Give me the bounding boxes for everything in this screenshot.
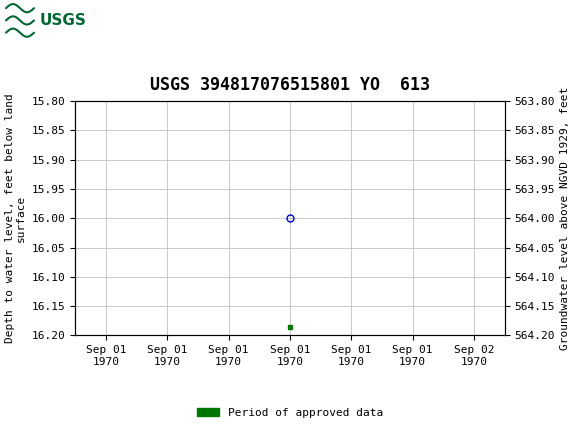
Title: USGS 394817076515801 YO  613: USGS 394817076515801 YO 613 <box>150 76 430 94</box>
FancyBboxPatch shape <box>4 2 94 39</box>
Legend: Period of approved data: Period of approved data <box>193 403 387 422</box>
Text: USGS: USGS <box>40 13 87 28</box>
Y-axis label: Depth to water level, feet below land
surface: Depth to water level, feet below land su… <box>5 93 26 343</box>
Y-axis label: Groundwater level above NGVD 1929, feet: Groundwater level above NGVD 1929, feet <box>560 86 570 350</box>
